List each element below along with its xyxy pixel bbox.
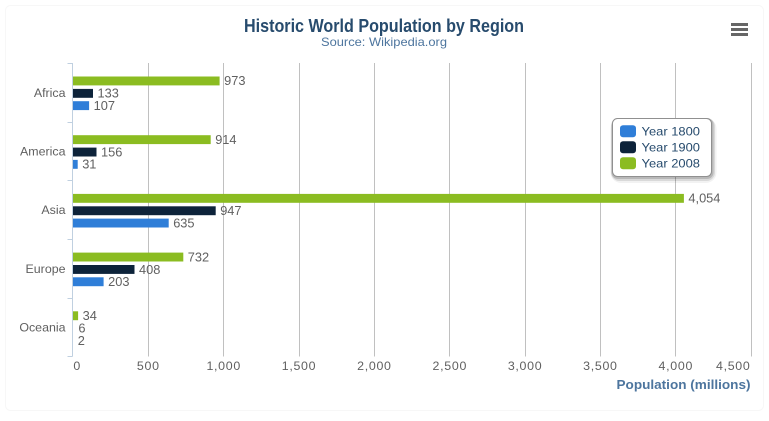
svg-text:156: 156 — [101, 144, 122, 159]
svg-text:31: 31 — [82, 157, 96, 172]
svg-text:34: 34 — [83, 308, 97, 323]
svg-text:1,000: 1,000 — [206, 359, 241, 373]
svg-text:732: 732 — [188, 249, 209, 264]
svg-text:2,000: 2,000 — [357, 359, 392, 373]
svg-text:4,000: 4,000 — [659, 359, 694, 373]
svg-text:Population (millions): Population (millions) — [617, 377, 751, 392]
svg-text:0: 0 — [73, 359, 80, 373]
svg-text:Year 1800: Year 1800 — [642, 125, 701, 139]
svg-text:Year 1900: Year 1900 — [642, 141, 701, 155]
svg-text:3,500: 3,500 — [583, 359, 618, 373]
svg-text:4,054: 4,054 — [688, 191, 720, 206]
svg-text:1,500: 1,500 — [282, 359, 317, 373]
svg-text:203: 203 — [108, 274, 129, 289]
svg-text:3,000: 3,000 — [508, 359, 543, 373]
svg-text:500: 500 — [137, 359, 160, 373]
svg-text:Asia: Asia — [41, 203, 65, 217]
svg-text:2: 2 — [78, 333, 85, 348]
svg-text:133: 133 — [98, 86, 119, 101]
svg-text:107: 107 — [94, 98, 115, 113]
svg-text:Year 2008: Year 2008 — [642, 157, 701, 171]
svg-text:973: 973 — [224, 73, 245, 88]
svg-text:Oceania: Oceania — [19, 321, 65, 335]
svg-text:4,500: 4,500 — [716, 359, 751, 373]
svg-text:Europe: Europe — [26, 262, 66, 276]
svg-text:914: 914 — [215, 132, 236, 147]
svg-text:America: America — [20, 145, 66, 159]
svg-text:6: 6 — [78, 320, 85, 335]
svg-text:Source: Wikipedia.org: Source: Wikipedia.org — [321, 35, 447, 49]
svg-text:Africa: Africa — [34, 86, 66, 100]
svg-text:408: 408 — [139, 262, 160, 277]
svg-text:635: 635 — [173, 215, 194, 230]
svg-text:947: 947 — [220, 203, 241, 218]
svg-text:2,500: 2,500 — [433, 359, 468, 373]
svg-text:Historic World Population by R: Historic World Population by Region — [244, 16, 524, 36]
